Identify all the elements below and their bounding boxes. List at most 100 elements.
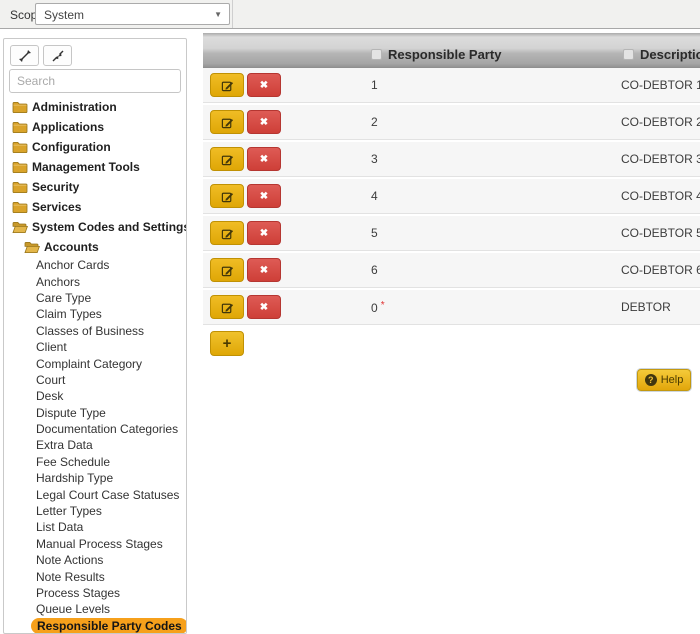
- tree-item-label: Applications: [32, 120, 105, 134]
- tree-item-label: Desk: [36, 389, 64, 404]
- scope-bar-segment: [0, 0, 233, 28]
- edit-row-button[interactable]: [210, 184, 244, 208]
- delete-row-button[interactable]: ✖: [247, 295, 281, 319]
- tree-item[interactable]: Configuration: [4, 137, 186, 157]
- scope-bar: Scope System ▼: [0, 0, 700, 29]
- tree-item-label: Claim Types: [36, 307, 102, 322]
- tree-item[interactable]: Complaint Category: [4, 355, 186, 371]
- tree-item-label: Letter Types: [36, 504, 102, 519]
- edit-row-button[interactable]: [210, 110, 244, 134]
- tree-item-label: Manual Process Stages: [36, 536, 163, 551]
- tree-item-label: Documentation Categories: [36, 422, 179, 437]
- table-row: ✖ 2 CO-DEBTOR 2: [203, 105, 700, 140]
- tree-item[interactable]: Client: [4, 339, 186, 355]
- edit-icon: [221, 266, 233, 276]
- responsible-party-value: 3: [371, 152, 378, 166]
- help-button-label: Help: [660, 374, 684, 386]
- tree-item[interactable]: Extra Data: [4, 437, 186, 453]
- tree-item[interactable]: Manual Process Stages: [4, 536, 186, 552]
- tree-item-label: System Codes and Settings: [32, 220, 187, 234]
- codes-panel: Responsible Party Description ✖ 1 CO-DEB…: [203, 33, 700, 634]
- x-icon: ✖: [259, 79, 269, 91]
- navigation-sidebar: Administration Applications Configuratio…: [3, 38, 187, 634]
- add-code-button[interactable]: +: [210, 331, 244, 356]
- edit-icon: [221, 81, 233, 91]
- tree-item[interactable]: List Data: [4, 519, 186, 535]
- table-row: ✖ 5 CO-DEBTOR 5: [203, 216, 700, 251]
- edit-row-button[interactable]: [210, 221, 244, 245]
- tree-item[interactable]: Anchors: [4, 273, 186, 289]
- tree-item[interactable]: Note Results: [4, 568, 186, 584]
- tree-item[interactable]: Responsible Party Codes: [4, 617, 186, 633]
- tree-item[interactable]: Fee Schedule: [4, 454, 186, 470]
- select-all-responsible-party-checkbox[interactable]: [371, 49, 382, 60]
- description-cell: CO-DEBTOR 6: [621, 263, 700, 277]
- tree-item[interactable]: Legal Court Case Statuses: [4, 486, 186, 502]
- responsible-party-value: 2: [371, 115, 378, 129]
- edit-row-button[interactable]: [210, 258, 244, 282]
- help-button[interactable]: ? Help: [637, 369, 691, 391]
- delete-row-button[interactable]: ✖: [247, 73, 281, 97]
- tree-item[interactable]: Note Actions: [4, 552, 186, 568]
- delete-row-button[interactable]: ✖: [247, 221, 281, 245]
- tree-item[interactable]: Care Type: [4, 290, 186, 306]
- tree-item[interactable]: Desk: [4, 388, 186, 404]
- tree-item[interactable]: Claim Types: [4, 306, 186, 322]
- tree-item-label: Hardship Type: [36, 471, 114, 486]
- expand-arrows-icon: [18, 49, 31, 62]
- open-folder-icon: [12, 221, 28, 233]
- tree-item-label: Note Actions: [36, 553, 104, 568]
- tree-item[interactable]: Documentation Categories: [4, 421, 186, 437]
- tree-item-label: Responsible Party Codes: [31, 617, 186, 633]
- delete-row-button[interactable]: ✖: [247, 184, 281, 208]
- edit-row-button[interactable]: [210, 295, 244, 319]
- folder-icon: [12, 161, 28, 173]
- collapse-arrows-icon: [52, 50, 63, 61]
- tree-item-label: Queue Levels: [36, 602, 111, 617]
- delete-row-button[interactable]: ✖: [247, 258, 281, 282]
- x-icon: ✖: [259, 190, 269, 202]
- scope-selected-value: System: [44, 8, 85, 22]
- tree-item[interactable]: Applications: [4, 117, 186, 137]
- tree-item[interactable]: Queue Levels: [4, 601, 186, 617]
- collapse-all-button[interactable]: [43, 45, 72, 66]
- tree-item-label: Client: [36, 340, 67, 355]
- tree-item[interactable]: Court: [4, 372, 186, 388]
- tree-item[interactable]: Services: [4, 197, 186, 217]
- tree-item[interactable]: Administration: [4, 97, 186, 117]
- tree-item[interactable]: Accounts: [4, 237, 186, 257]
- tree-item-label: Fee Schedule: [36, 454, 111, 469]
- edit-icon: [221, 229, 233, 239]
- required-asterisk: *: [380, 299, 385, 311]
- delete-row-button[interactable]: ✖: [247, 110, 281, 134]
- tree-item[interactable]: Hardship Type: [4, 470, 186, 486]
- tree-item-label: Legal Court Case Statuses: [36, 487, 180, 502]
- edit-row-button[interactable]: [210, 73, 244, 97]
- table-rows: ✖ 1 CO-DEBTOR 1 ✖ 2 CO-DEBTOR 2: [203, 68, 700, 325]
- search-input[interactable]: [9, 69, 181, 93]
- tree-item-label: Anchors: [36, 274, 81, 289]
- delete-row-button[interactable]: ✖: [247, 147, 281, 171]
- tree-item[interactable]: Anchor Cards: [4, 257, 186, 273]
- table-row: ✖ 4 CO-DEBTOR 4: [203, 179, 700, 214]
- open-folder-icon: [24, 241, 40, 253]
- tree-item[interactable]: Dispute Type: [4, 405, 186, 421]
- folder-icon: [12, 121, 28, 133]
- tree: Administration Applications Configuratio…: [4, 97, 186, 633]
- folder-icon: [12, 201, 28, 213]
- tree-item[interactable]: Management Tools: [4, 157, 186, 177]
- responsible-party-cell: 2: [371, 115, 378, 129]
- tree-item-label: Process Stages: [36, 586, 121, 600]
- folder-icon: [12, 181, 28, 193]
- tree-item[interactable]: Classes of Business: [4, 323, 186, 339]
- tree-item[interactable]: System Codes and Settings: [4, 217, 186, 237]
- edit-row-button[interactable]: [210, 147, 244, 171]
- select-all-description-checkbox[interactable]: [623, 49, 634, 60]
- tree-item-label: Care Type: [36, 290, 92, 305]
- expand-all-button[interactable]: [10, 45, 39, 66]
- tree-item[interactable]: Letter Types: [4, 503, 186, 519]
- responsible-party-value: 1: [371, 78, 378, 92]
- scope-select[interactable]: System ▼: [35, 3, 230, 25]
- tree-item[interactable]: Process Stages: [4, 585, 186, 601]
- tree-item[interactable]: Security: [4, 177, 186, 197]
